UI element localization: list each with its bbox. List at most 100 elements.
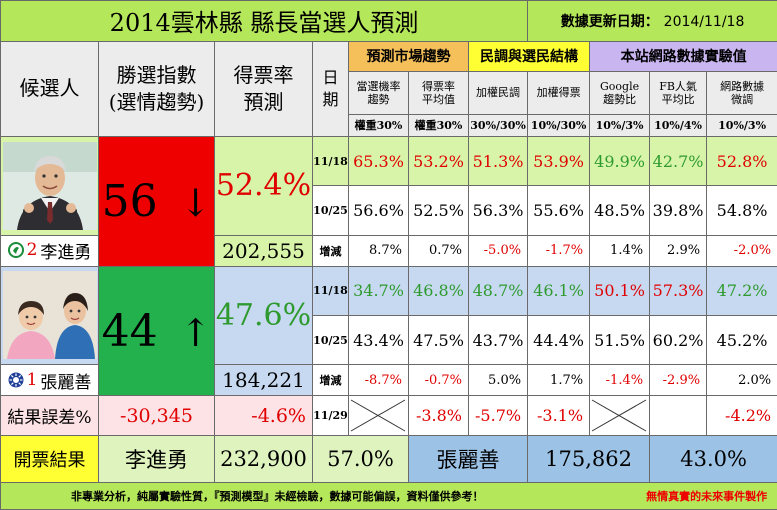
header-group-poll: 民調與選民結構 (467, 40, 591, 72)
header-col-line1: 加權民調 (476, 86, 521, 100)
cand1-rate: 52.4% (214, 136, 313, 236)
table-cell: 45.2% (706, 314, 777, 366)
footer-row: 非專業分析，純屬實驗性質，『預測模型』未經檢驗，數據可能偏誤，資料僅供參考！ 無… (0, 482, 777, 510)
table-cell: 1.7% (527, 364, 591, 397)
table-cell: -3.1% (527, 395, 591, 436)
header-index-line1: 勝選指數 (116, 62, 197, 87)
cand2-votes: 184,221 (214, 364, 313, 397)
cand1-number: 2 (26, 240, 38, 261)
header-col-line1: 網路數據 (720, 79, 765, 93)
header-col-net-adjust: 網路數據 微調 (706, 70, 777, 115)
header-date-line2: 期 (322, 89, 339, 109)
cand2-index-cell: 44 ↑ (98, 265, 215, 397)
table-cell: 39.8% (649, 185, 708, 236)
cand1-trend-arrow: ↓ (179, 180, 212, 225)
result-winner-name: 李進勇 (98, 434, 215, 484)
header-col-line1: FB人氣 (659, 79, 697, 93)
table-cell: 48.5% (589, 185, 651, 236)
error-rate-diff: -4.6% (214, 395, 313, 436)
header-col-rate-avg: 得票率 平均值 (408, 70, 469, 115)
cand1-row-previous: 10/25 56.6% 52.5% 56.3% 55.6% 48.5% 39.8… (1, 185, 777, 236)
cand1-photo-cell (0, 136, 99, 236)
table-cell: 52.5% (408, 185, 469, 236)
header-date-line1: 日 (322, 67, 339, 87)
header-rate: 得票率 預測 (214, 40, 313, 138)
cand1-votes: 202,555 (214, 234, 313, 267)
table-cell: 0.7% (408, 234, 469, 267)
cand1-index-cell: 56 ↓ (98, 136, 215, 267)
table-cell: 42.7% (649, 136, 708, 187)
cand2-date-latest: 11/18 (312, 265, 349, 316)
header-col-line1: 加權得票 (536, 86, 581, 100)
cand1-name-cell: 2 李進勇 (0, 234, 99, 267)
weight-cell: 權重30% (348, 113, 409, 138)
result-loser-name: 張麗善 (407, 434, 529, 484)
cand2-number: 1 (26, 370, 38, 391)
cand2-row-latest: 44 ↑ 47.6% 11/18 34.7% 46.8% 48.7% 46.1%… (0, 265, 777, 397)
table-cell: 5.0% (467, 364, 529, 397)
header-col-line2: 平均比 (661, 92, 695, 106)
header-col-line1: 當選機率 (356, 79, 401, 93)
error-date: 11/29 (312, 395, 349, 436)
cand1-portrait-icon (2, 141, 97, 230)
weight-cell: 10%/3% (706, 113, 777, 138)
cand1-date-latest: 11/18 (312, 136, 349, 187)
weight-cell: 10%/3% (589, 113, 651, 138)
update-date: 2014/11/18 (663, 13, 745, 30)
table-cell: 48.7% (467, 265, 529, 316)
table-cell: 46.8% (408, 265, 469, 316)
cand1-name: 李進勇 (40, 242, 92, 263)
result-winner-rate: 57.0% (312, 434, 409, 484)
header-row-weights: 權重30% 權重30% 30%/30% 10%/30% 10%/3% 10%/4… (1, 113, 777, 138)
header-col-line1: 得票率 (422, 79, 455, 93)
table-cell: -3.8% (408, 395, 469, 436)
cand2-photo-cell (0, 265, 99, 366)
update-label: 數據更新日期： (560, 13, 659, 30)
cand2-change-label: 增減 (312, 364, 349, 397)
error-cell-crossed (589, 395, 651, 436)
header-col-fb: FB人氣 平均比 (649, 70, 708, 115)
table-cell: 2.9% (649, 234, 708, 267)
result-label: 開票結果 (0, 434, 99, 484)
table-cell: 34.7% (348, 265, 409, 316)
table-cell: 44.4% (527, 314, 591, 366)
weight-cell: 10%/30% (527, 113, 591, 138)
footer-credit: 無情真實的未來事件製作 (646, 490, 768, 504)
table-cell: 65.3% (348, 136, 409, 187)
cand2-date-previous: 10/25 (312, 314, 349, 366)
table-cell: 60.2% (649, 314, 708, 366)
table-cell: 8.7% (348, 234, 409, 267)
result-loser-votes: 175,862 (527, 434, 651, 484)
footer-note: 非專業分析，純屬實驗性質，『預測模型』未經檢驗，數據可能偏誤，資料僅供參考！ (71, 490, 484, 504)
result-row: 開票結果 李進勇 232,900 57.0% 張麗善 175,862 43.0% (0, 434, 777, 484)
header-rate-line2: 預測 (243, 89, 284, 114)
cand2-portrait-icon (2, 271, 97, 360)
table-cell: 47.5% (408, 314, 469, 366)
green-party-logo-icon (7, 242, 24, 259)
header-group-net: 本站網路數據實驗值 (589, 40, 777, 72)
table-cell: -2.9% (649, 364, 708, 397)
header-col-google: Google 趨勢比 (589, 70, 651, 115)
header-row-groups: 候選人 勝選指數 (選情趨勢) 得票率 預測 日 期 預測市場趨勢 民調與選民結… (0, 40, 777, 138)
table-cell: 54.8% (706, 185, 777, 236)
table-cell: 50.1% (589, 265, 651, 316)
weight-cell: 30%/30% (467, 113, 529, 138)
table-cell: -2.0% (706, 234, 777, 267)
cand1-date-previous: 10/25 (312, 185, 349, 236)
table-cell: -4.2% (706, 395, 777, 436)
table-cell: 56.3% (467, 185, 529, 236)
cand1-index: 56 (101, 175, 158, 227)
header-col-weighted-poll: 加權民調 (467, 70, 529, 115)
update-info: 數據更新日期： 2014/11/18 (527, 0, 777, 42)
table-cell: -5.7% (467, 395, 529, 436)
header-col-line2: 微調 (731, 92, 754, 106)
cand2-trend-arrow: ↑ (179, 310, 212, 355)
table-cell: 56.6% (348, 185, 409, 236)
footer-wrap: 非專業分析，純屬實驗性質，『預測模型』未經檢驗，數據可能偏誤，資料僅供參考！ 無… (2, 488, 777, 504)
cand1-row-latest: 56 ↓ 52.4% 11/18 65.3% 53.2% 51.3% 53.9%… (0, 136, 777, 267)
result-winner-votes: 232,900 (214, 434, 313, 484)
table-cell: 43.4% (348, 314, 409, 366)
header-col-line2: 趨勢 (367, 92, 390, 106)
table-cell: 43.7% (467, 314, 529, 366)
